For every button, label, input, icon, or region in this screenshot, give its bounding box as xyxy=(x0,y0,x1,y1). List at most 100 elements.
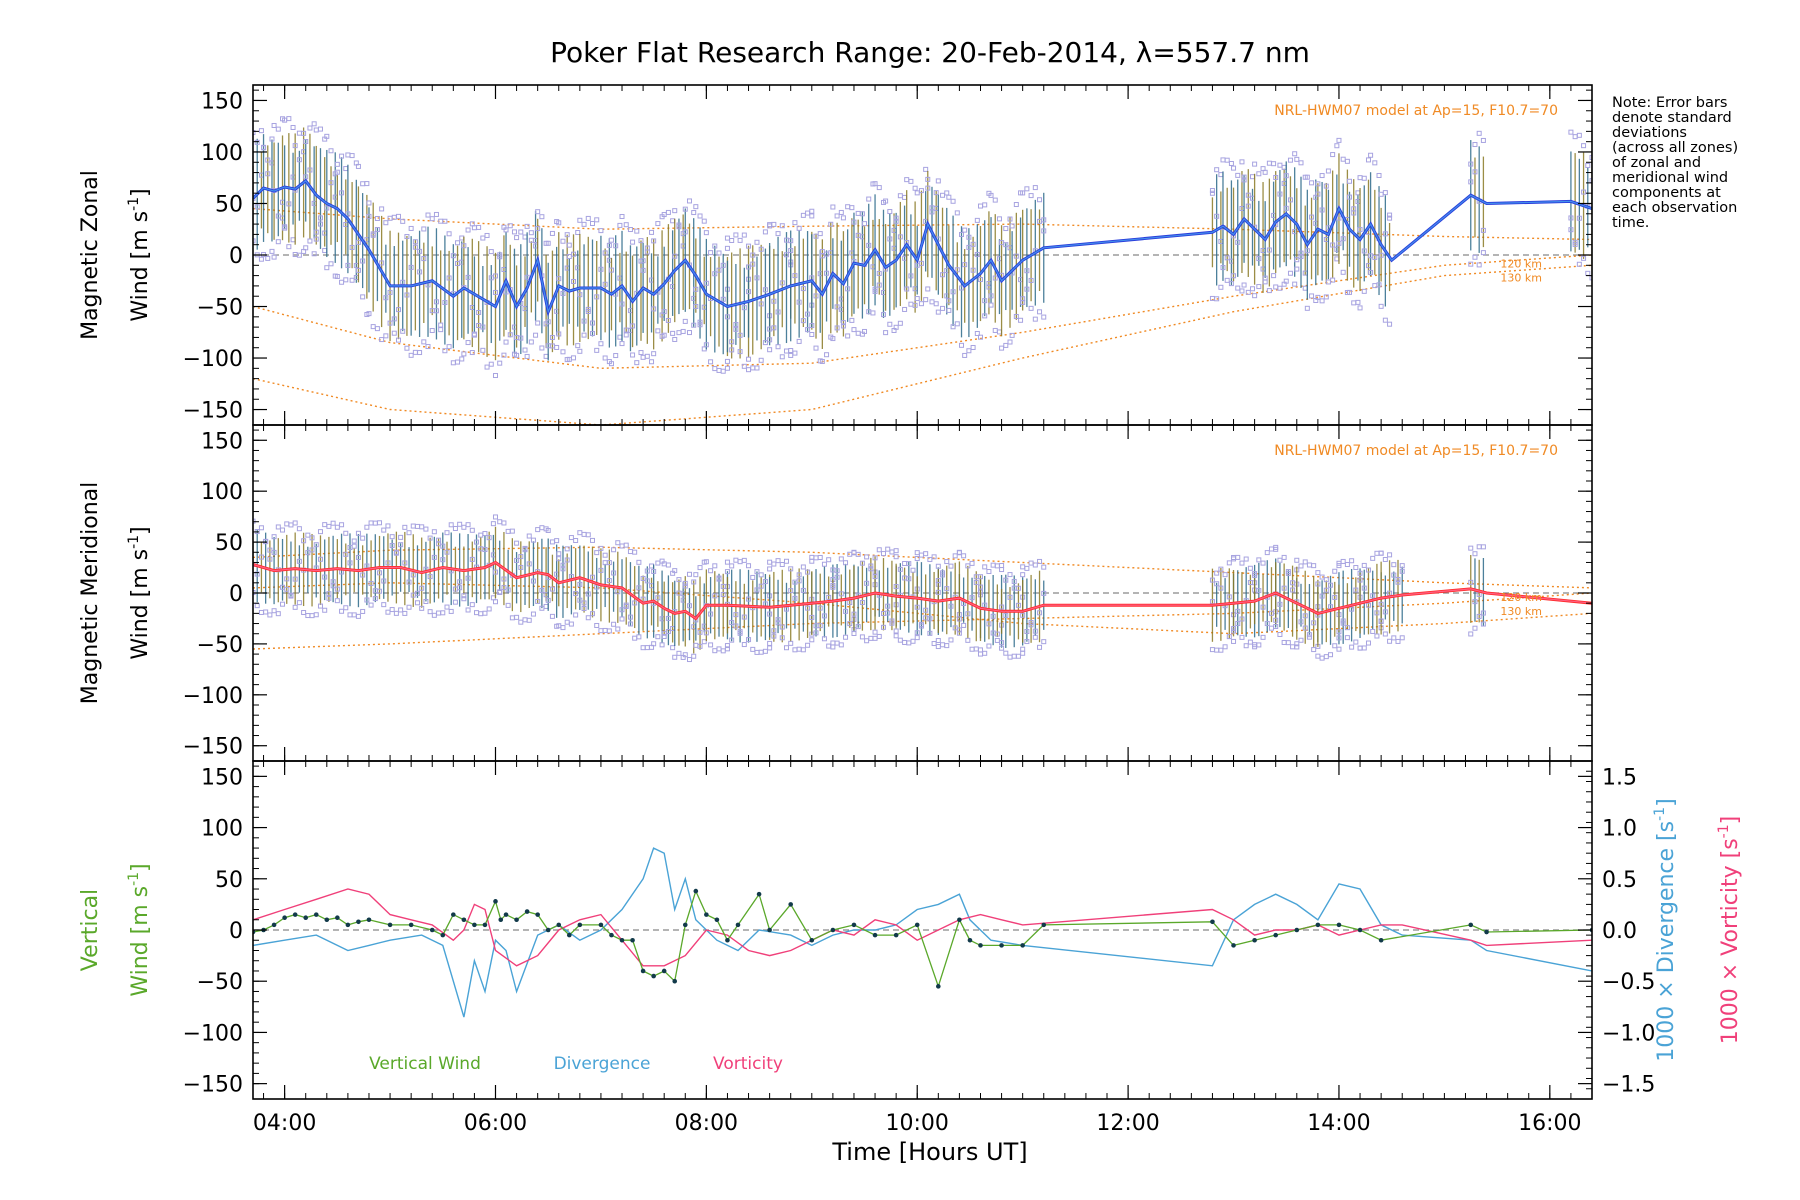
scatter-point xyxy=(830,640,836,646)
scatter-point xyxy=(868,563,874,569)
scatter-point xyxy=(317,215,323,221)
scatter-point xyxy=(608,361,614,367)
scatter-point xyxy=(526,617,532,623)
scatter-point xyxy=(1347,194,1353,200)
scatter-point xyxy=(1576,132,1582,138)
scatter-point xyxy=(634,228,640,234)
scatter-point xyxy=(400,328,406,334)
scatter-point xyxy=(391,316,397,322)
scatter-point xyxy=(328,180,334,186)
y2-tick-label: 0.5 xyxy=(1602,868,1637,893)
scatter-point xyxy=(431,612,437,618)
scatter-point xyxy=(741,363,747,369)
scatter-point xyxy=(265,157,271,163)
scatter-point xyxy=(977,651,983,657)
scatter-point xyxy=(1589,154,1592,160)
scatter-point xyxy=(651,568,657,574)
scatter-point xyxy=(910,638,916,644)
scatter-point xyxy=(1368,152,1374,158)
scatter-point xyxy=(482,531,488,537)
scatter-point xyxy=(904,177,910,183)
scatter-point xyxy=(686,603,692,609)
scatter-point xyxy=(564,619,570,625)
scatter-point xyxy=(377,588,383,594)
scatter-point xyxy=(488,249,494,255)
scatter-point xyxy=(1298,563,1304,569)
scatter-point xyxy=(442,218,448,224)
scatter-point xyxy=(830,204,836,210)
vertical-wind-point xyxy=(1252,937,1257,943)
scatter-point xyxy=(360,294,366,300)
scatter-point xyxy=(1024,186,1030,192)
scatter-point xyxy=(893,633,899,639)
scatter-point xyxy=(623,332,629,338)
scatter-point xyxy=(328,261,334,267)
scatter-point xyxy=(914,556,920,562)
scatter-point xyxy=(594,217,600,223)
scatter-point xyxy=(258,554,264,560)
scatter-point xyxy=(1468,261,1474,267)
scatter-point xyxy=(577,597,583,603)
scatter-point xyxy=(830,584,836,590)
scatter-point xyxy=(265,171,271,177)
scatter-point xyxy=(724,358,730,364)
scatter-point xyxy=(258,256,264,262)
scatter-point xyxy=(608,267,614,273)
scatter-point xyxy=(1399,563,1405,569)
scatter-point xyxy=(330,583,336,589)
scatter-point xyxy=(444,604,450,610)
scatter-point xyxy=(883,330,889,336)
scatter-point xyxy=(1328,652,1334,658)
scatter-point xyxy=(1252,572,1258,578)
scatter-point xyxy=(549,230,555,236)
scatter-point xyxy=(1032,562,1038,568)
scatter-point xyxy=(292,576,298,582)
scatter-point xyxy=(672,253,678,259)
scatter-point xyxy=(1472,142,1478,148)
scatter-point xyxy=(733,623,739,629)
scatter-point xyxy=(1294,156,1300,162)
scatter-point xyxy=(1250,286,1256,292)
scatter-point xyxy=(1323,577,1329,583)
scatter-point xyxy=(427,535,433,541)
scatter-point xyxy=(501,576,507,582)
scatter-point xyxy=(324,133,330,139)
scatter-point xyxy=(474,610,480,616)
scatter-point xyxy=(627,614,633,620)
scatter-point xyxy=(539,525,545,531)
scatter-point xyxy=(577,348,583,354)
scatter-point xyxy=(636,585,642,591)
vertical-wind-point xyxy=(335,915,340,921)
scatter-point xyxy=(349,153,355,159)
scatter-point xyxy=(851,611,857,617)
scatter-point xyxy=(368,580,374,586)
scatter-point xyxy=(999,645,1005,651)
scatter-point xyxy=(292,143,298,149)
scatter-point xyxy=(280,601,286,607)
scatter-point xyxy=(1319,655,1325,661)
scatter-point xyxy=(402,524,408,530)
scatter-point xyxy=(581,318,587,324)
y2-label-divergence-sup: -1 xyxy=(1652,807,1668,821)
scatter-point xyxy=(796,578,802,584)
vertical-wind-point xyxy=(619,937,625,943)
scatter-point xyxy=(771,325,777,331)
scatter-point xyxy=(271,534,277,540)
scatter-point xyxy=(809,323,815,329)
scatter-point xyxy=(994,637,1000,643)
scatter-point xyxy=(672,208,678,214)
y-label-line2-text: Wind [m s xyxy=(128,886,153,997)
scatter-point xyxy=(1332,568,1338,574)
scatter-point xyxy=(476,309,482,315)
scatter-point xyxy=(788,238,794,244)
panel-zonal: NRL-HWM07 model at Ap=15, F10.7=70 120 km… xyxy=(78,84,1593,426)
scatter-point xyxy=(944,643,950,649)
scatter-point xyxy=(1319,593,1325,599)
scatter-point xyxy=(840,215,846,221)
scatter-point xyxy=(423,526,429,532)
scatter-point xyxy=(1336,635,1342,641)
scatter-point xyxy=(933,190,939,196)
scatter-point xyxy=(594,550,600,556)
scatter-point xyxy=(303,245,309,251)
scatter-point xyxy=(613,353,619,359)
